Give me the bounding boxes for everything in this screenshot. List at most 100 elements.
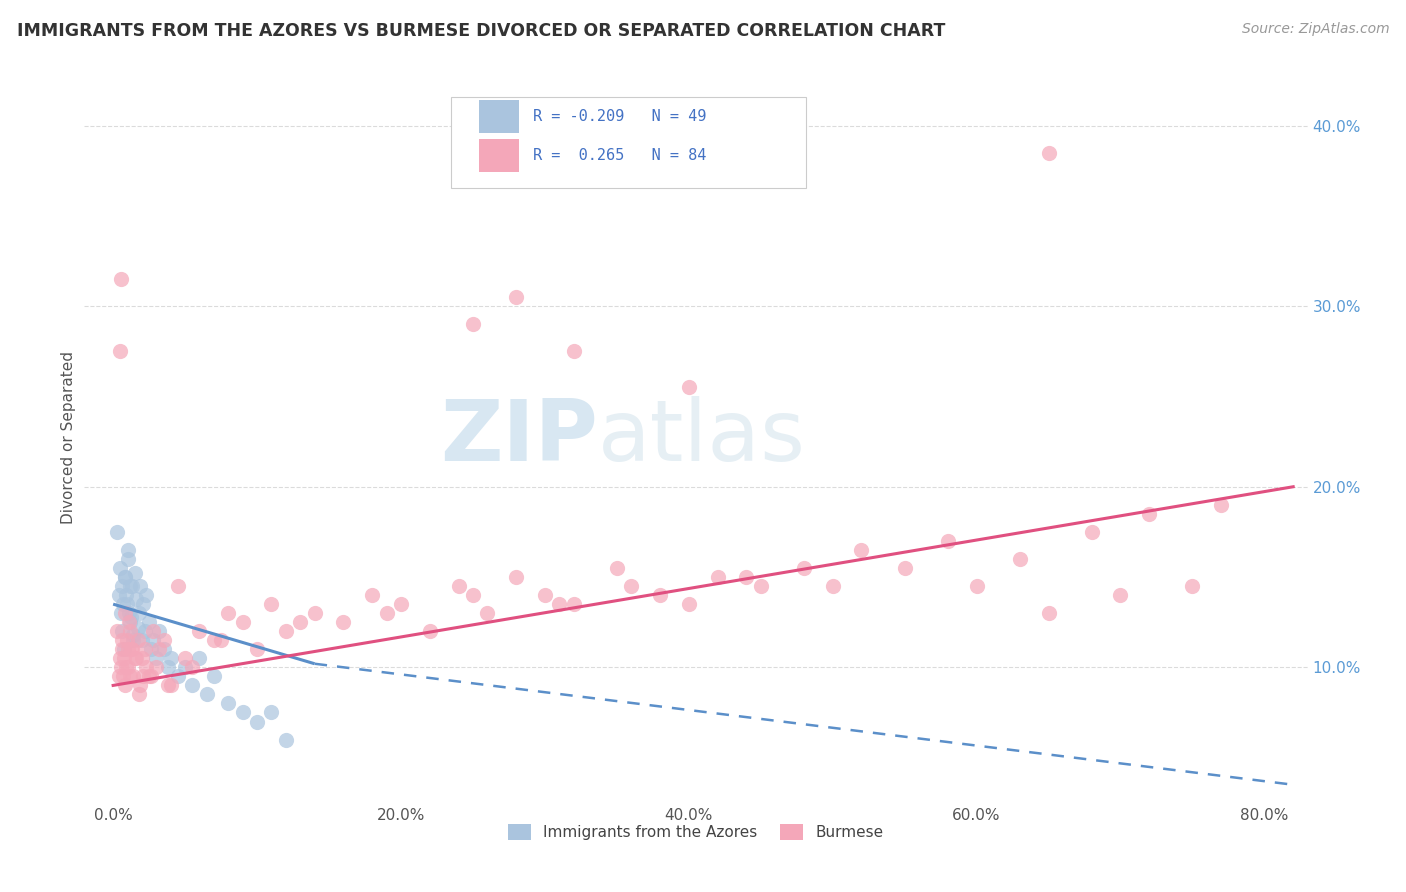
Point xyxy=(1038,606,1060,620)
Point xyxy=(274,732,297,747)
Point xyxy=(115,597,138,611)
Point xyxy=(678,597,700,611)
Point xyxy=(142,624,165,639)
Text: R =  0.265   N = 84: R = 0.265 N = 84 xyxy=(533,148,707,163)
Point xyxy=(132,597,155,611)
Point xyxy=(139,642,162,657)
Text: atlas: atlas xyxy=(598,395,806,479)
Point xyxy=(389,597,412,611)
Point xyxy=(749,579,772,593)
Point xyxy=(232,706,254,720)
Point xyxy=(447,579,470,593)
Point xyxy=(361,588,384,602)
Point xyxy=(128,606,150,620)
Point xyxy=(120,609,142,624)
Point xyxy=(120,669,142,683)
Point xyxy=(152,633,174,648)
Point xyxy=(118,615,141,630)
Point xyxy=(121,669,143,683)
Point xyxy=(120,642,142,657)
Point xyxy=(108,669,131,683)
Point xyxy=(110,651,132,665)
Point xyxy=(1181,579,1204,593)
Point xyxy=(114,678,136,692)
Point xyxy=(121,642,143,657)
Point xyxy=(188,651,211,665)
Point xyxy=(217,606,239,620)
Point xyxy=(115,633,138,648)
Point xyxy=(966,579,988,593)
Point xyxy=(131,633,153,648)
Point xyxy=(114,570,136,584)
Legend: Immigrants from the Azores, Burmese: Immigrants from the Azores, Burmese xyxy=(502,818,890,847)
Point xyxy=(167,579,190,593)
Point xyxy=(135,660,157,674)
Point xyxy=(117,552,139,566)
Point xyxy=(821,579,844,593)
Point xyxy=(1038,145,1060,160)
Point xyxy=(122,628,145,642)
Point xyxy=(111,579,134,593)
Point xyxy=(125,591,148,606)
Point xyxy=(118,606,141,620)
Point xyxy=(152,642,174,657)
Point xyxy=(114,606,136,620)
Point xyxy=(1211,498,1233,512)
Point xyxy=(174,651,197,665)
Point xyxy=(111,642,134,657)
Point xyxy=(134,642,156,657)
Point xyxy=(118,579,141,593)
Y-axis label: Divorced or Separated: Divorced or Separated xyxy=(60,351,76,524)
Point xyxy=(461,317,484,331)
Point xyxy=(274,624,297,639)
Point xyxy=(246,642,269,657)
Point xyxy=(1109,588,1132,602)
Point xyxy=(107,624,129,639)
Point xyxy=(375,606,398,620)
Point xyxy=(115,660,138,674)
Point xyxy=(110,272,132,286)
Point xyxy=(505,570,527,584)
Point xyxy=(112,597,135,611)
Point xyxy=(124,566,146,581)
Point xyxy=(111,633,134,648)
Point xyxy=(148,624,170,639)
Point xyxy=(461,588,484,602)
Point xyxy=(111,624,134,639)
Point xyxy=(167,669,190,683)
Point xyxy=(142,633,165,648)
Point xyxy=(1080,524,1102,539)
Point xyxy=(678,380,700,394)
Point xyxy=(134,624,156,639)
Point xyxy=(181,678,204,692)
Point xyxy=(202,633,225,648)
Point xyxy=(851,543,873,558)
Point xyxy=(127,633,149,648)
Point xyxy=(107,524,129,539)
Point xyxy=(735,570,758,584)
Point xyxy=(195,688,218,702)
Point xyxy=(131,651,153,665)
Text: Source: ZipAtlas.com: Source: ZipAtlas.com xyxy=(1241,22,1389,37)
Point xyxy=(290,615,312,630)
Point xyxy=(156,660,179,674)
Point xyxy=(893,561,915,575)
Point xyxy=(606,561,628,575)
Point xyxy=(246,714,269,729)
Point xyxy=(145,651,167,665)
Point xyxy=(135,588,157,602)
Point xyxy=(1137,507,1160,521)
Point xyxy=(110,561,132,575)
Point xyxy=(159,651,181,665)
Point xyxy=(159,678,181,692)
Point xyxy=(124,651,146,665)
Point xyxy=(148,642,170,657)
Point xyxy=(121,633,143,648)
Point xyxy=(132,669,155,683)
Point xyxy=(936,533,959,548)
Point xyxy=(120,615,142,630)
Point xyxy=(260,597,283,611)
Point xyxy=(108,588,131,602)
Point xyxy=(110,660,132,674)
Point xyxy=(202,669,225,683)
